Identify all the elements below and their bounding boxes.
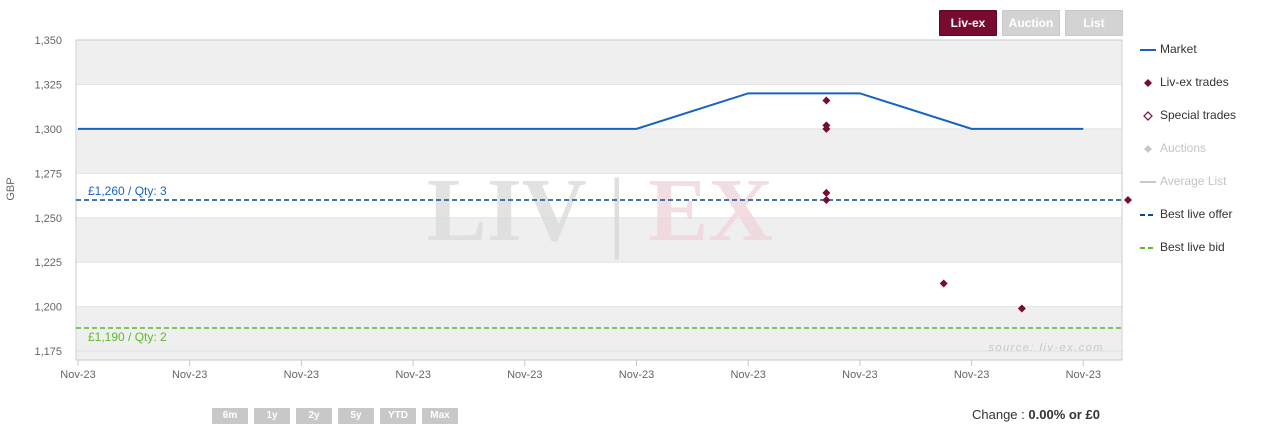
legend-item-average-list[interactable]: Average List xyxy=(1140,172,1265,190)
trade-point xyxy=(822,124,831,133)
y-tick-label: 1,225 xyxy=(34,257,62,269)
legend-item-best-live-bid[interactable]: Best live bid xyxy=(1140,238,1265,256)
x-tick-label: Nov-23 xyxy=(842,369,877,381)
legend-item-auctions[interactable]: Auctions xyxy=(1140,139,1265,157)
x-tick-label: Nov-23 xyxy=(954,369,989,381)
range-button-5y[interactable]: 5y xyxy=(338,408,374,424)
y-tick-label: 1,250 xyxy=(34,213,62,225)
best-offer-label: £1,260 / Qty: 3 xyxy=(88,184,167,198)
legend-item-market[interactable]: Market xyxy=(1140,40,1265,58)
legend-label: Special trades xyxy=(1160,108,1237,122)
y-tick-label: 1,175 xyxy=(34,346,62,358)
plot-band xyxy=(77,128,1121,174)
y-tick-label: 1,200 xyxy=(34,302,62,314)
diamond-open-icon xyxy=(1143,111,1153,121)
trade-point xyxy=(939,279,948,288)
x-tick-label: Nov-23 xyxy=(60,369,95,381)
line-icon xyxy=(1140,181,1156,183)
change-label: Change : xyxy=(972,407,1025,422)
source-note: source: liv-ex.com xyxy=(988,342,1104,354)
auction-tab-button[interactable]: Auction xyxy=(1002,10,1060,36)
plot-band xyxy=(77,40,1121,85)
x-tick-label: Nov-23 xyxy=(619,369,654,381)
legend-label: Auctions xyxy=(1160,141,1207,155)
x-tick-label: Nov-23 xyxy=(395,369,430,381)
legend-label: Best live bid xyxy=(1160,240,1225,254)
diamond-icon xyxy=(1144,145,1152,153)
y-tick-label: 1,275 xyxy=(34,168,62,180)
dash-icon xyxy=(1140,247,1156,249)
livex-tab-button[interactable]: Liv-ex xyxy=(939,10,997,36)
legend-item-best-live-offer[interactable]: Best live offer xyxy=(1140,205,1265,223)
range-button-2y[interactable]: 2y xyxy=(296,408,332,424)
change-readout: Change : 0.00% or £0 xyxy=(972,407,1100,422)
x-tick-label: Nov-23 xyxy=(172,369,207,381)
trade-point xyxy=(822,196,831,204)
x-tick-label: Nov-23 xyxy=(1066,369,1101,381)
y-axis-label: GBP xyxy=(5,177,17,200)
range-button-ytd[interactable]: YTD xyxy=(380,408,416,424)
trade-point xyxy=(1123,196,1132,204)
x-tick-label: Nov-23 xyxy=(730,369,765,381)
legend-label: Market xyxy=(1160,42,1197,56)
plot-band xyxy=(77,306,1121,360)
change-value: 0.00% or £0 xyxy=(1028,407,1100,422)
watermark: LIV | EX xyxy=(427,161,774,260)
best-bid-label: £1,190 / Qty: 2 xyxy=(88,330,167,344)
range-button-1y[interactable]: 1y xyxy=(254,408,290,424)
market-line xyxy=(78,92,1084,130)
legend-label: Liv-ex trades xyxy=(1160,75,1229,89)
line-icon xyxy=(1140,49,1156,51)
trade-point xyxy=(822,96,831,105)
x-tick-label: Nov-23 xyxy=(507,369,542,381)
diamond-icon xyxy=(1144,79,1152,87)
legend-label: Average List xyxy=(1160,174,1227,188)
range-button-6m[interactable]: 6m xyxy=(212,408,248,424)
y-tick-label: 1,300 xyxy=(34,124,62,136)
trade-point xyxy=(1017,304,1026,313)
x-tick-label: Nov-23 xyxy=(284,369,319,381)
y-tick-label: 1,350 xyxy=(34,35,62,47)
legend-label: Best live offer xyxy=(1160,207,1233,221)
trade-point xyxy=(822,188,831,197)
plot-band xyxy=(77,217,1121,263)
y-tick-label: 1,325 xyxy=(34,79,62,91)
range-button-max[interactable]: Max xyxy=(422,408,458,424)
dash-icon xyxy=(1140,214,1156,216)
legend-item-special-trades[interactable]: Special trades xyxy=(1140,106,1265,124)
legend-item-liv-ex-trades[interactable]: Liv-ex trades xyxy=(1140,73,1265,91)
list-tab-button[interactable]: List xyxy=(1065,10,1123,36)
